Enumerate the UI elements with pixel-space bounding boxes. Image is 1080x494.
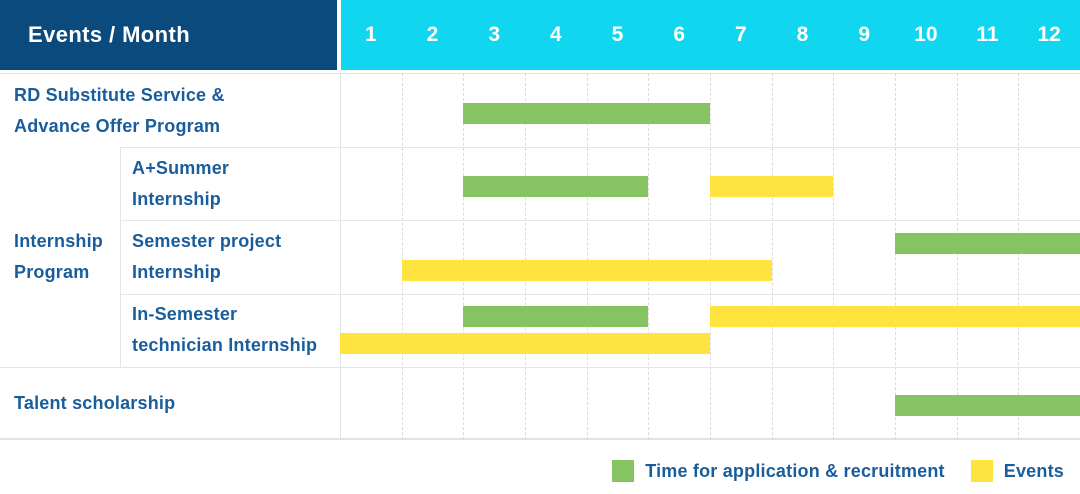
yellow-bar-month7-8: [710, 175, 834, 197]
month-header-10: 10: [914, 23, 938, 46]
row-separator-line: [120, 220, 1080, 222]
yellow-bar-month7-12: [710, 306, 1080, 328]
month-header-12: 12: [1037, 23, 1061, 46]
row-separator-line: [120, 293, 1080, 295]
legend-item-yellow: Events: [970, 460, 1064, 482]
grid-line-vertical: [340, 73, 341, 440]
header-month-row: 1 2 3 4 5 6 7 8 9 10 11 12: [341, 0, 1080, 70]
row-label-3: Semester project Internship: [132, 230, 282, 282]
header-title: Events / Month: [28, 22, 191, 47]
month-header-4: 4: [549, 23, 562, 46]
yellow-legend-swatch: [970, 460, 993, 482]
legend-item-green: Time for application & recruitment: [612, 460, 945, 482]
row-separator-line: [0, 366, 1080, 368]
month-header-9: 9: [858, 23, 870, 46]
legend: Time for application & recruitment Events: [612, 460, 1064, 482]
green-bar-month3-5: [463, 175, 649, 197]
green-bar-month3-6: [463, 102, 710, 124]
legend-label: Time for application & recruitment: [645, 460, 945, 481]
grid-line-vertical: [771, 73, 773, 440]
month-header-1: 1: [364, 23, 377, 46]
grid-line-vertical: [710, 73, 711, 440]
row-separator-line: [0, 73, 1080, 74]
green-bar-month3-5: [463, 306, 649, 328]
row-label-4: In-Semester technician Internship: [132, 304, 318, 356]
header-title-cell: Events / Month: [0, 0, 337, 70]
grid-line-vertical: [463, 73, 465, 440]
grid-line-vertical: [1018, 73, 1020, 440]
grid-line-vertical: [833, 73, 835, 440]
legend-label: Events: [1003, 460, 1064, 481]
row-label-2: A+Summer Internship: [132, 157, 230, 209]
yellow-bar-month1-6: [340, 333, 710, 355]
grid-line-vertical: [895, 73, 896, 440]
grid-line-vertical: [956, 73, 958, 440]
row-group-label: Internship Program: [14, 230, 104, 282]
month-header-3: 3: [488, 23, 500, 46]
grid-line-vertical: [401, 73, 403, 440]
month-header-11: 11: [976, 23, 999, 46]
month-header-5: 5: [611, 23, 624, 46]
row-separator-line: [0, 438, 1080, 440]
month-header-7: 7: [734, 23, 747, 46]
grid-line-vertical: [586, 73, 588, 440]
month-header-6: 6: [673, 23, 685, 46]
grid-line-vertical: [648, 73, 650, 440]
green-bar-month10-12: [895, 395, 1080, 417]
green-legend-swatch: [612, 460, 635, 482]
month-header-2: 2: [426, 23, 439, 46]
row-label-1: RD Substitute Service & Advance Offer Pro…: [14, 84, 225, 136]
green-bar-month10-12: [895, 233, 1080, 254]
yellow-bar-month2-7: [401, 260, 772, 281]
row-separator-line: [120, 147, 1080, 149]
grid-line-vertical: [120, 147, 121, 367]
month-header-8: 8: [796, 23, 809, 46]
grid-line-vertical: [525, 73, 526, 440]
row-label-5: Talent scholarship: [14, 392, 176, 413]
